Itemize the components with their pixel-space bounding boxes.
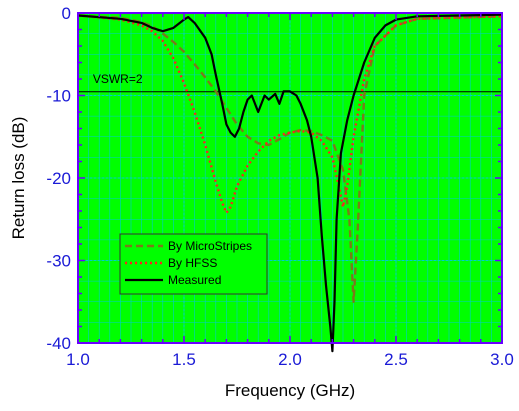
x-tick-label: 1.0 [66,350,90,369]
y-tick-label: -30 [46,252,71,271]
y-tick-label: -20 [46,169,71,188]
tick-marks [77,12,503,344]
y-tick-labels: 0 -10 -20 -30 -40 [46,4,71,353]
x-tick-label: 2.5 [384,350,408,369]
series-layer [77,13,503,353]
legend-box [119,233,268,295]
legend-label: Measured [168,273,221,287]
y-axis-title: Return loss (dB) [9,117,28,240]
y-tick-label: -40 [46,334,71,353]
vswr-annotation: VSWR=2 [93,72,143,86]
x-tick-label: 3.0 [490,350,514,369]
series-line-by-hfss [77,14,503,214]
y-tick-label: -10 [46,87,71,106]
legend-label: By HFSS [168,256,217,270]
x-tick-label: 1.5 [172,350,196,369]
legend-label: By MicroStripes [168,239,252,253]
y-tick-label: 0 [62,4,71,23]
series-line-by-microstripes [77,14,503,303]
x-tick-labels: 1.0 1.5 2.0 2.5 3.0 [66,350,514,369]
x-tick-label: 2.0 [278,350,302,369]
x-axis-title: Frequency (GHz) [225,381,355,400]
series-line-measured [77,13,503,353]
legend: By MicroStripes By HFSS Measured [119,233,268,295]
legend-items: By MicroStripes By HFSS Measured [125,239,252,287]
